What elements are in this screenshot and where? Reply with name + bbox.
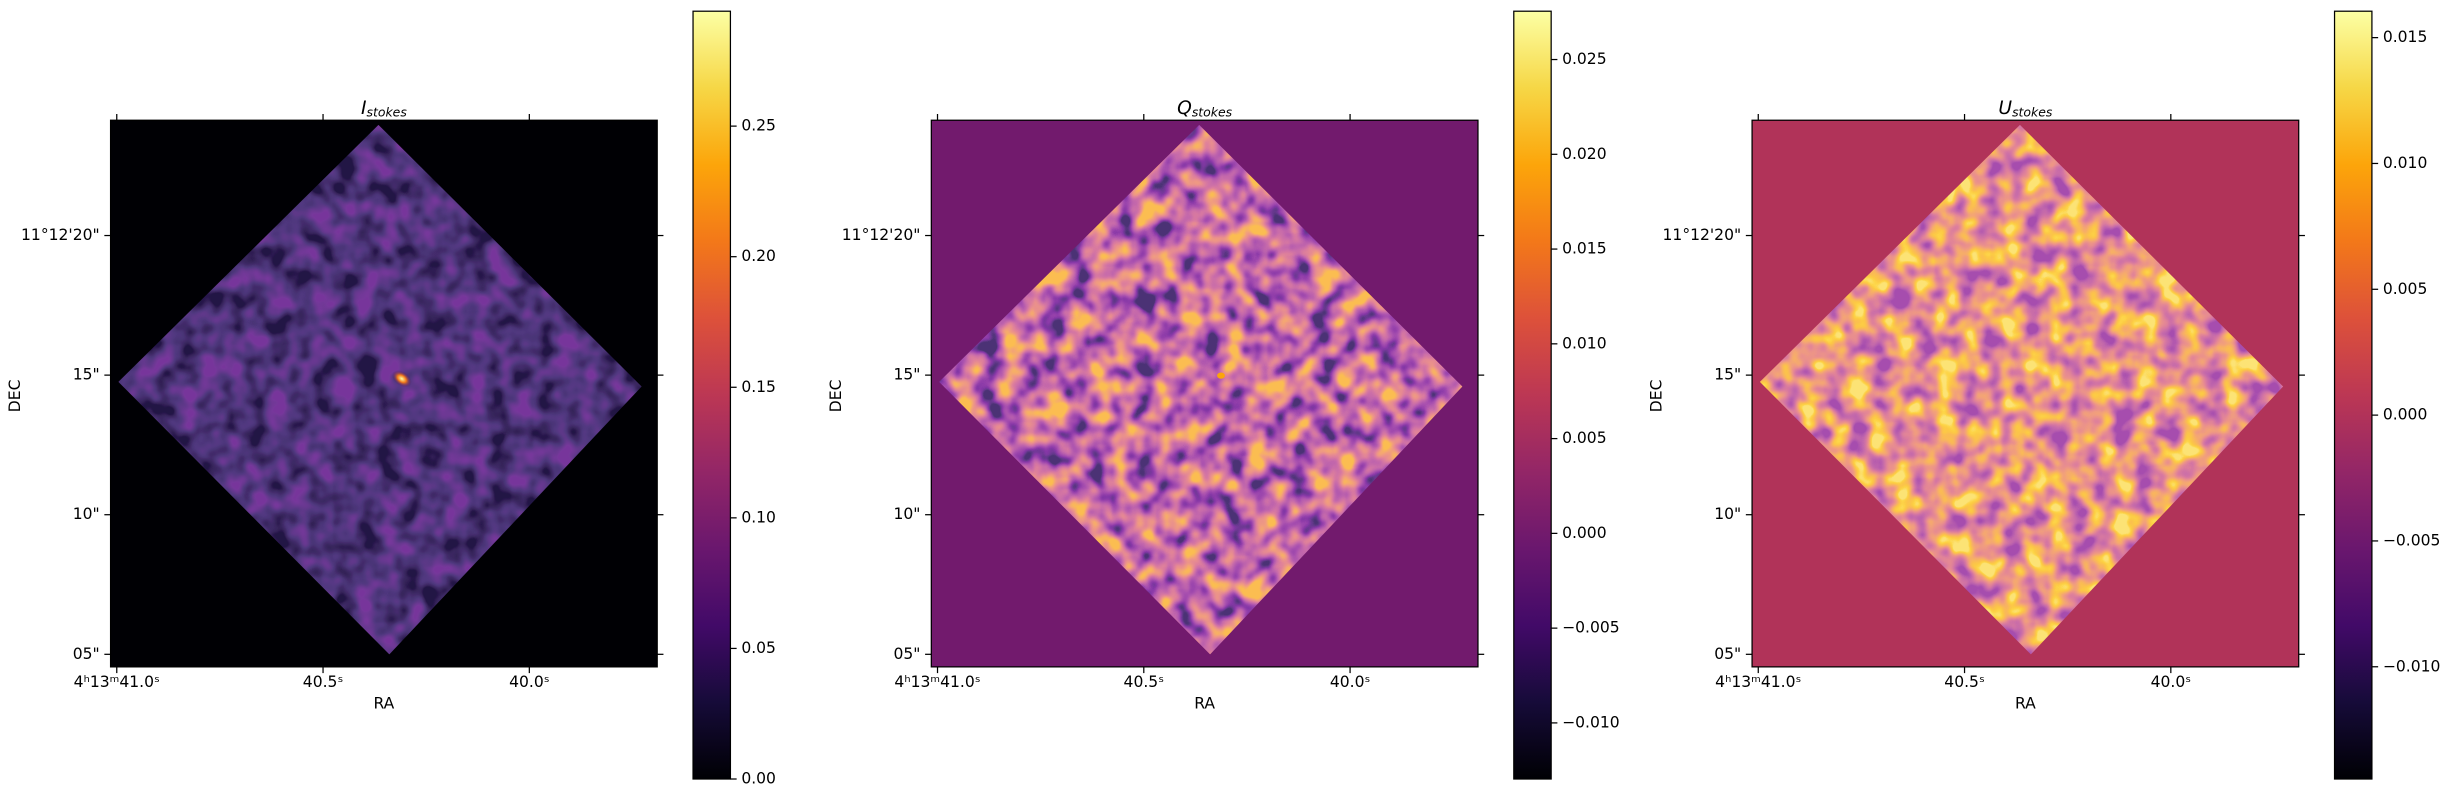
x-tick-label: 40.0ˢ — [1330, 673, 1370, 691]
panel: 4ʰ13ᵐ41.0ˢ 40.5ˢ 40.0ˢ 11°12'20" 15" 10" 05" RA… — [1648, 10, 2441, 780]
y-tick-label: 10" — [893, 505, 920, 523]
colorbar-tick-label: 0.15 — [741, 378, 776, 396]
x-tick-label: 40.5ˢ — [1944, 673, 1984, 691]
x-tick-label: 4ʰ13ᵐ41.0ˢ — [1715, 673, 1801, 691]
title-main: I — [361, 97, 367, 118]
x-tick-label: 40.5ˢ — [303, 673, 343, 691]
title-subscript: stokes — [367, 104, 408, 119]
colorbar-tick-label: 0.20 — [741, 247, 776, 265]
x-axis-label: RA — [373, 695, 394, 713]
colorbar-tick-label: 0.010 — [2383, 154, 2428, 172]
y-tick-label: 05" — [893, 645, 920, 663]
title-main: Q — [1177, 97, 1192, 118]
y-tick-label: 15" — [1714, 366, 1741, 384]
colorbar-tick-label: 0.00 — [741, 770, 776, 788]
y-tick-label: 10" — [1714, 505, 1741, 523]
x-tick-label: 40.0ˢ — [2151, 673, 2191, 691]
colorbar-tick-label: 0.015 — [1562, 240, 1607, 258]
colorbar-tick-label: 0.000 — [2383, 406, 2428, 424]
panel: 4ʰ13ᵐ41.0ˢ 40.5ˢ 40.0ˢ 11°12'20" 15" 10" 05" RA… — [6, 10, 776, 788]
x-axis-label: RA — [2015, 695, 2036, 713]
colorbar-tick-label: 0.015 — [2383, 28, 2428, 46]
panel: 4ʰ13ᵐ41.0ˢ 40.5ˢ 40.0ˢ 11°12'20" 15" 10" 05" RA… — [827, 10, 1620, 780]
x-axis-label: RA — [1194, 695, 1215, 713]
colorbar — [2333, 10, 2373, 780]
colorbar-tick-label: −0.005 — [2383, 531, 2441, 549]
y-tick-label: 11°12'20" — [21, 226, 100, 244]
title-main: U — [1998, 97, 2012, 118]
colorbar-tick-label: −0.010 — [1562, 713, 1620, 731]
colorbar-tick-label: 0.005 — [2383, 280, 2428, 298]
colorbar-tick-label: 0.010 — [1562, 334, 1607, 352]
colorbar-tick-label: 0.05 — [741, 639, 776, 657]
colorbar-tick-label: 0.020 — [1562, 145, 1607, 163]
colorbar-tick-label: 0.025 — [1562, 50, 1607, 68]
y-axis-label: DEC — [6, 379, 24, 412]
colorbar-tick-label: 0.10 — [741, 508, 776, 526]
colorbar — [692, 10, 732, 780]
colorbar-tick-label: −0.010 — [2383, 657, 2441, 675]
x-tick-label: 40.5ˢ — [1124, 673, 1164, 691]
title-subscript: stokes — [2012, 104, 2053, 119]
chart-title: Istokes — [361, 97, 407, 119]
y-tick-label: 05" — [1714, 645, 1741, 663]
title-subscript: stokes — [1192, 104, 1233, 119]
x-tick-label: 4ʰ13ᵐ41.0ˢ — [74, 673, 160, 691]
y-tick-label: 15" — [73, 366, 100, 384]
y-tick-label: 10" — [73, 505, 100, 523]
source-spot — [392, 370, 412, 388]
axes-frame — [109, 119, 658, 668]
y-tick-label: 15" — [893, 366, 920, 384]
axes-frame — [930, 119, 1479, 668]
colorbar-tick-label: 0.25 — [741, 117, 776, 135]
y-tick-label: 11°12'20" — [842, 226, 921, 244]
y-axis-label: DEC — [1648, 379, 1666, 412]
y-axis-label: DEC — [827, 379, 845, 412]
y-tick-label: 05" — [73, 645, 100, 663]
chart-title: Ustokes — [1998, 97, 2052, 119]
x-tick-label: 40.0ˢ — [509, 673, 549, 691]
y-tick-label: 11°12'20" — [1663, 226, 1742, 244]
colorbar — [1513, 10, 1552, 780]
source-spot — [1217, 372, 1225, 379]
colorbar-tick-label: 0.000 — [1562, 524, 1607, 542]
colorbar-tick-label: 0.005 — [1562, 429, 1607, 447]
chart-title: Qstokes — [1177, 97, 1233, 119]
axes-frame — [1751, 119, 2300, 668]
colorbar-tick-label: −0.005 — [1562, 619, 1620, 637]
x-tick-label: 4ʰ13ᵐ41.0ˢ — [894, 673, 980, 691]
